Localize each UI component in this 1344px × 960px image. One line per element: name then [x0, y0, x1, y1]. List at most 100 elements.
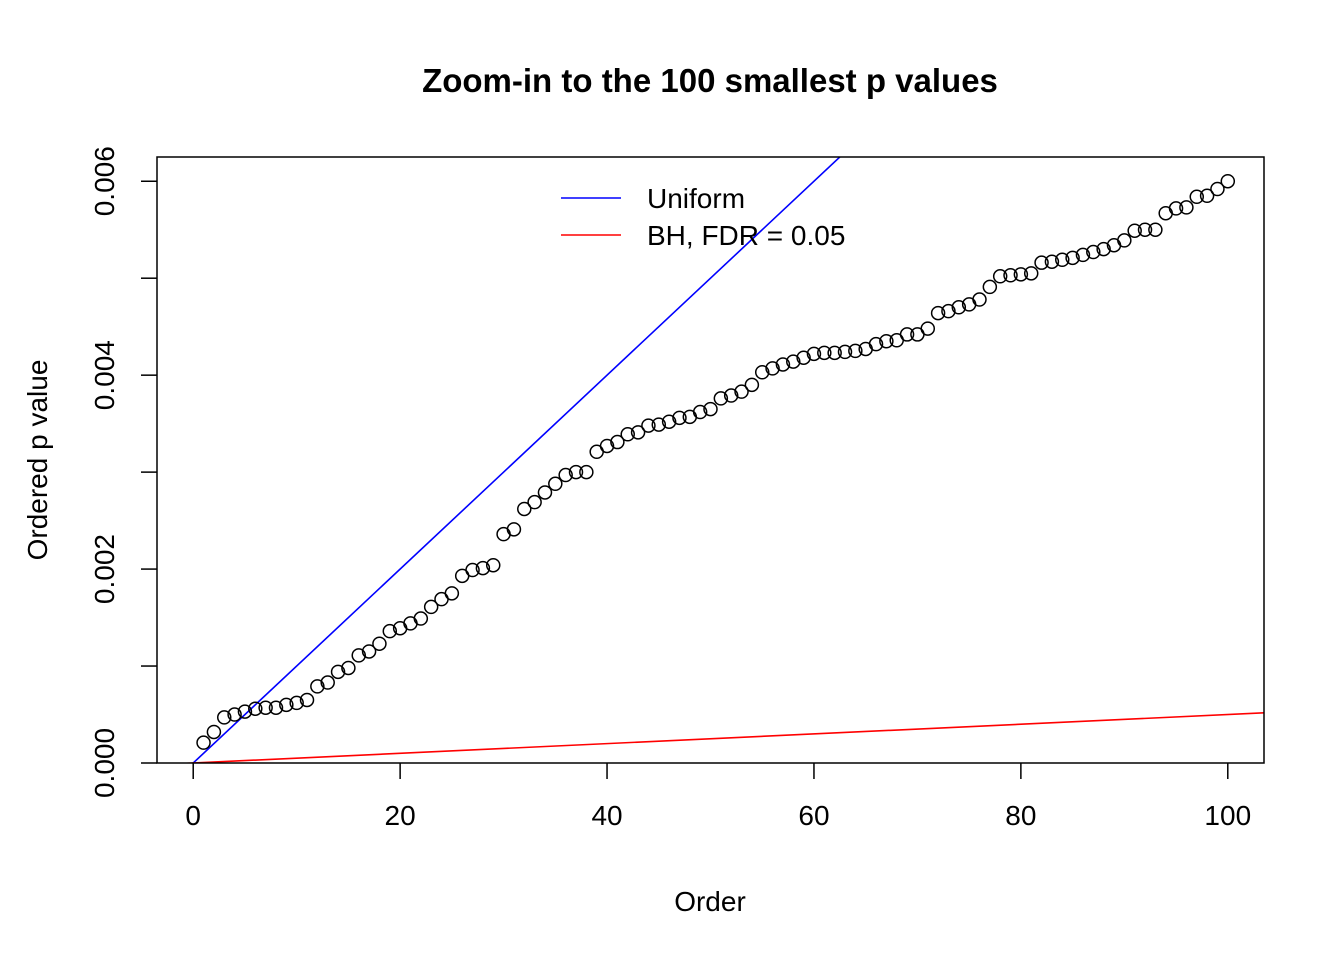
data-points	[196, 173, 1236, 750]
data-point	[237, 704, 253, 719]
data-point	[744, 377, 760, 393]
data-point	[972, 292, 987, 307]
data-point	[734, 384, 749, 399]
data-point	[485, 557, 501, 573]
data-point	[1023, 266, 1039, 281]
x-tick-label: 40	[591, 800, 622, 831]
data-point	[372, 636, 387, 651]
data-point	[1055, 252, 1070, 268]
data-point	[982, 279, 998, 295]
data-point	[1075, 247, 1091, 263]
plot-frame	[156, 156, 1265, 764]
y-axis-label: Ordered p value	[22, 360, 53, 561]
data-point	[1127, 223, 1142, 238]
data-point	[661, 414, 677, 429]
data-point	[1189, 189, 1205, 205]
x-tick-label: 100	[1204, 800, 1251, 831]
data-point	[775, 357, 791, 372]
reference-lines	[176, 157, 1264, 763]
data-point	[320, 675, 335, 690]
data-point	[517, 501, 532, 517]
data-point	[630, 425, 646, 440]
data-point	[1137, 222, 1153, 237]
x-axis: 0 20 40 60 80 100	[185, 763, 1251, 831]
data-point	[1210, 181, 1225, 197]
data-point	[879, 333, 894, 349]
y-tick-label: 0.004	[89, 340, 120, 410]
data-point	[465, 562, 480, 578]
data-point	[310, 679, 325, 694]
y-tick-label: 0.000	[89, 728, 120, 798]
data-point	[1168, 201, 1184, 216]
data-point	[196, 735, 211, 750]
legend-label-uniform: Uniform	[647, 183, 745, 214]
data-point	[754, 365, 770, 380]
data-point	[672, 410, 687, 426]
data-point	[537, 485, 553, 500]
legend-label-bh: BH, FDR = 0.05	[647, 220, 845, 251]
data-point	[413, 611, 429, 626]
data-point	[723, 388, 739, 403]
data-point	[837, 344, 853, 360]
data-point	[1199, 188, 1215, 204]
data-point	[806, 346, 822, 362]
data-point	[548, 476, 563, 492]
data-point	[599, 438, 615, 454]
data-point	[475, 560, 491, 576]
data-point	[827, 345, 842, 361]
data-point	[1034, 255, 1049, 270]
data-point	[299, 692, 315, 708]
data-point	[951, 300, 967, 315]
data-point	[796, 350, 811, 365]
y-tick-label: 0.002	[89, 534, 120, 604]
x-axis-label: Order	[674, 886, 746, 917]
data-point	[1044, 254, 1060, 269]
data-point	[786, 354, 801, 369]
data-point	[930, 305, 946, 321]
data-point	[568, 464, 584, 480]
data-point	[268, 700, 284, 715]
data-point	[941, 303, 956, 319]
data-point	[341, 660, 356, 676]
data-point	[692, 404, 708, 420]
data-point	[920, 321, 936, 336]
data-point	[258, 700, 273, 715]
y-tick-label: 0.006	[89, 146, 120, 216]
data-point	[579, 464, 594, 480]
data-point	[848, 343, 863, 359]
data-point	[817, 345, 832, 361]
line-uniform	[192, 157, 841, 763]
data-point	[1179, 200, 1194, 215]
data-point	[641, 418, 656, 433]
x-tick-label: 20	[385, 800, 416, 831]
data-point	[713, 391, 729, 406]
data-point	[620, 427, 635, 442]
data-point	[703, 401, 718, 417]
y-axis: 0.000 0.002 0.004 0.006	[89, 146, 157, 798]
data-point	[610, 434, 625, 450]
data-point	[382, 623, 398, 639]
data-point	[1220, 173, 1236, 189]
data-point	[248, 701, 263, 716]
data-point	[444, 586, 460, 601]
data-point	[279, 697, 294, 713]
data-point	[289, 695, 304, 711]
x-tick-label: 60	[798, 800, 829, 831]
data-point	[558, 467, 573, 483]
data-point	[330, 664, 346, 680]
data-point	[1096, 241, 1111, 257]
data-point	[1003, 268, 1018, 283]
data-point	[506, 522, 522, 537]
data-point	[206, 724, 222, 740]
data-point	[899, 327, 915, 342]
x-tick-label: 0	[185, 800, 201, 831]
data-point	[227, 707, 242, 722]
data-point	[651, 417, 667, 432]
line-bh-fdr-0-05	[176, 712, 1264, 763]
data-point	[1065, 250, 1080, 266]
data-point	[1013, 267, 1029, 282]
data-point	[992, 269, 1008, 284]
data-point	[527, 494, 542, 510]
data-point	[351, 648, 366, 663]
chart-title: Zoom-in to the 100 smallest p values	[422, 62, 998, 99]
